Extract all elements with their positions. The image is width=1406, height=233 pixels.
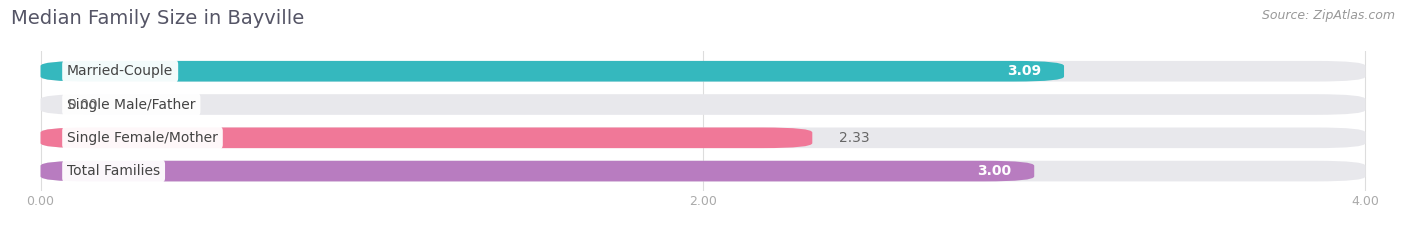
FancyBboxPatch shape: [41, 127, 1365, 148]
FancyBboxPatch shape: [41, 61, 1064, 82]
Text: 2.33: 2.33: [839, 131, 869, 145]
FancyBboxPatch shape: [41, 161, 1035, 182]
Text: Median Family Size in Bayville: Median Family Size in Bayville: [11, 9, 305, 28]
FancyBboxPatch shape: [41, 94, 1365, 115]
FancyBboxPatch shape: [41, 61, 1365, 82]
Text: Single Female/Mother: Single Female/Mother: [67, 131, 218, 145]
FancyBboxPatch shape: [41, 161, 1365, 182]
Text: Source: ZipAtlas.com: Source: ZipAtlas.com: [1261, 9, 1395, 22]
Text: Total Families: Total Families: [67, 164, 160, 178]
Text: Single Male/Father: Single Male/Father: [67, 98, 195, 112]
Text: 3.00: 3.00: [977, 164, 1011, 178]
Text: 0.00: 0.00: [67, 98, 97, 112]
Text: 3.09: 3.09: [1007, 64, 1040, 78]
Text: Married-Couple: Married-Couple: [67, 64, 173, 78]
FancyBboxPatch shape: [41, 127, 813, 148]
